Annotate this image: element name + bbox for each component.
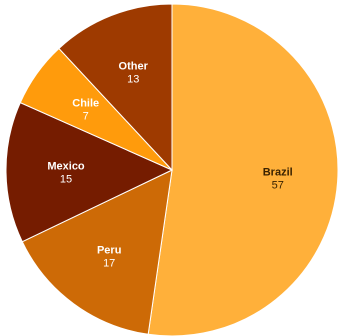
pie-slice-brazil bbox=[147, 3, 339, 336]
pie-slice-other bbox=[58, 3, 173, 172]
slice-label-other: Other bbox=[119, 60, 149, 72]
slice-value-chile: 7 bbox=[83, 110, 89, 122]
pie-slice-peru bbox=[21, 169, 173, 335]
slice-label-brazil: Brazil bbox=[263, 167, 293, 179]
slice-value-brazil: 57 bbox=[272, 180, 284, 192]
pie-slice-mexico bbox=[5, 101, 174, 243]
slice-label-chile: Chile bbox=[72, 97, 99, 109]
slice-value-mexico: 15 bbox=[60, 174, 72, 186]
slice-label-mexico: Mexico bbox=[47, 161, 85, 173]
slice-value-peru: 17 bbox=[103, 257, 115, 269]
slice-value-other: 13 bbox=[127, 73, 139, 85]
slice-label-peru: Peru bbox=[97, 244, 121, 256]
